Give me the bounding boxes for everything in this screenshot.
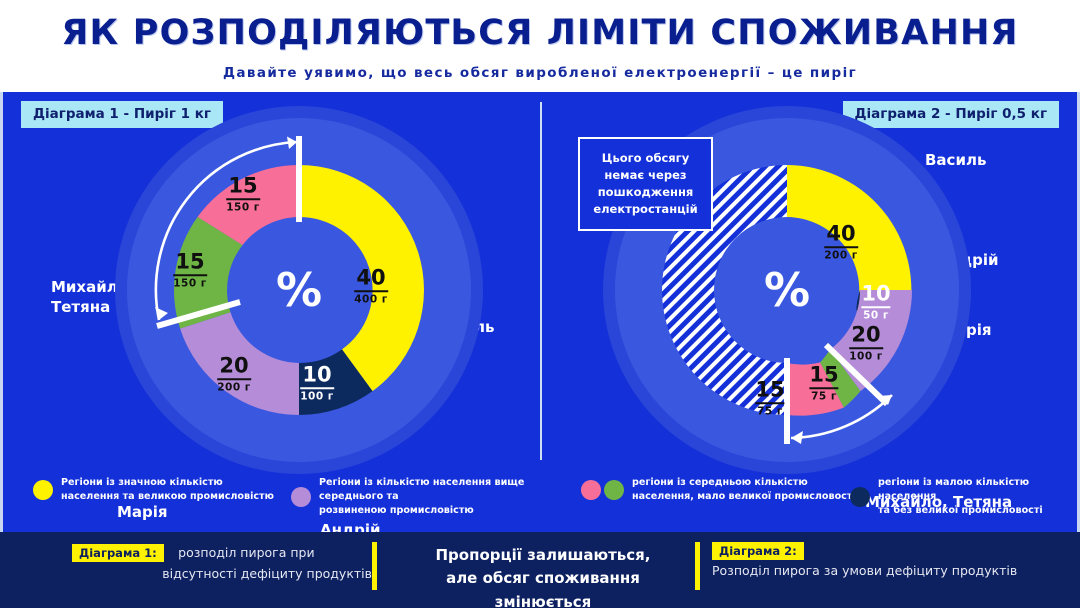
chart-2-tick-lower-right — [823, 342, 890, 407]
chart-1-range-arrow — [154, 136, 298, 321]
footer-center-line2: але обсяг споживання змінюється — [446, 569, 640, 611]
legend-item-1[interactable]: Регіони із кількістю населення вище сере… — [291, 476, 561, 518]
panel-divider — [540, 102, 542, 460]
footer-separator-2 — [695, 542, 700, 590]
legend-swatch-navy-icon — [850, 486, 870, 507]
chart-1: Михайло, Тетяна Василь Марія Андрій — [3, 92, 543, 539]
chart-1-slice-green[interactable] — [173, 216, 243, 329]
chart-1-donut: % 40 400 г 10 100 г 20 200 г 15 150 г 15… — [115, 106, 483, 474]
chart-2-slice-green[interactable] — [820, 349, 861, 408]
legend-swatch-yellow-icon — [33, 479, 53, 500]
footer-left: Діаграма 1: розподіл пирога при відсутно… — [62, 542, 372, 585]
legend-item-0[interactable]: Регіони із значною кількістю населення т… — [33, 476, 283, 504]
chart-2: Цього обсягу немає через пошкодження еле… — [543, 92, 1080, 532]
chart-2-name-mykhailo-tetiana: Михайло, Тетяна — [865, 493, 1013, 511]
footer-right-tag: Діаграма 2: — [712, 542, 804, 560]
legend-label-3: регіони із малою кількістю населення та … — [878, 477, 1043, 516]
chart-1-slice-pink[interactable] — [197, 165, 299, 246]
chart-2-callout: Цього обсягу немає через пошкодження еле… — [578, 137, 713, 231]
chart-1-svg — [154, 136, 424, 415]
legend-swatch-purple-icon — [291, 486, 311, 507]
legend-item-2[interactable]: регіони із середньою кількістю населення… — [581, 476, 861, 504]
chart-2-donut: % 40 200 г 10 50 г 20 100 г 15 75 г 15 7… — [603, 106, 971, 474]
legend-swatch-green-icon — [604, 479, 624, 500]
chart-1-slice-andrii[interactable] — [299, 349, 373, 415]
chart-1-tick-lower-left — [156, 299, 241, 329]
chart-2-slice-vasyl[interactable] — [787, 165, 912, 327]
header: ЯК РОЗПОДІЛЯЮТЬСЯ ЛІМІТИ СПОЖИВАННЯ Дава… — [0, 0, 1080, 92]
legend-label-2: регіони із середньою кількістю населення… — [632, 477, 856, 502]
chart-2-badge: Діаграма 2 - Пиріг 0,5 кг — [842, 101, 1059, 128]
legend-label-0: Регіони із значною кількістю населення т… — [61, 477, 274, 502]
legend-label-1: Регіони із кількістю населення вище сере… — [319, 477, 525, 516]
page-subtitle: Давайте уявимо, що весь обсяг виробленої… — [222, 65, 858, 81]
footer-separator-1 — [372, 542, 377, 590]
legend-item-3[interactable]: регіони із малою кількістю населення та … — [850, 476, 1080, 518]
legend-swatch-pair-icon — [581, 479, 624, 500]
charts-panel: Діаграма 1 - Пиріг 1 кг Діаграма 2 - Пир… — [0, 92, 1080, 539]
footer-center-line1: Пропорції залишаються, — [435, 546, 651, 564]
chart-1-slice-mariia[interactable] — [180, 312, 299, 415]
footer-right: Діаграма 2: Розподіл пирога за умови деф… — [712, 542, 1062, 581]
footer-right-line1: Розподіл пирога за умови дефіциту продук… — [712, 563, 1018, 578]
footer-left-line1: розподіл пирога при — [178, 545, 315, 560]
legend: Регіони із значною кількістю населення т… — [0, 462, 1080, 524]
chart-1-slice-vasyl[interactable] — [299, 165, 424, 392]
footer-left-line2: відсутності дефіциту продуктів — [162, 566, 372, 582]
footer-left-tag: Діаграма 1: — [72, 544, 164, 562]
legend-swatch-pink-icon — [581, 479, 601, 500]
page-title: ЯК РОЗПОДІЛЯЮТЬСЯ ЛІМІТИ СПОЖИВАННЯ — [61, 13, 1019, 53]
chart-2-name-vasyl: Василь — [925, 151, 987, 169]
footer: Діаграма 1: розподіл пирога при відсутно… — [0, 532, 1080, 611]
footer-center: Пропорції залишаються, але обсяг спожива… — [398, 544, 688, 614]
chart-1-badge: Діаграма 1 - Пиріг 1 кг — [21, 101, 223, 128]
chart-1-name-mykhailo-tetiana: Михайло, Тетяна — [51, 278, 134, 317]
chart-1-name-mariia: Марія — [117, 503, 168, 521]
